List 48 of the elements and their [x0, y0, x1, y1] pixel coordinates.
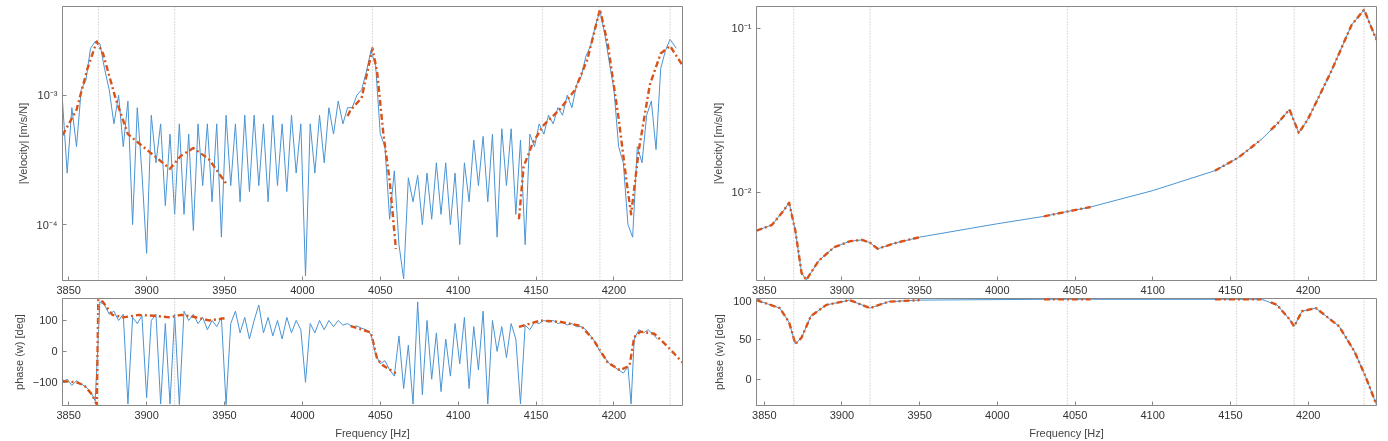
- x-tick-label: 4100: [1140, 283, 1165, 296]
- x-tick-label: 4100: [1140, 408, 1165, 421]
- x-tick-label: 3900: [829, 408, 855, 421]
- y-axis-title: phase (w) [deg]: [12, 314, 25, 390]
- x-tick-label: 4200: [601, 283, 627, 296]
- x-axis-title: Frequency [Hz]: [1029, 426, 1104, 439]
- x-axis-title: Frequency [Hz]: [335, 426, 410, 439]
- x-tick-label: 3950: [907, 408, 932, 421]
- x-tick-label: 4200: [1295, 408, 1321, 421]
- x-tick-label: 4150: [523, 283, 549, 296]
- x-tick-label: 3850: [752, 283, 777, 296]
- x-tick-label: 4000: [985, 408, 1010, 421]
- y-tick-label: 10⁻²: [731, 186, 752, 199]
- x-tick-label: 4150: [523, 408, 549, 421]
- x-tick-label: 3900: [829, 283, 855, 296]
- x-tick-label: 4200: [1295, 283, 1321, 296]
- y-axis-title: |Velocity| [m/s/N]: [711, 102, 724, 185]
- x-tick-label: 4050: [1062, 283, 1088, 296]
- x-tick-label: 4050: [368, 408, 393, 421]
- x-tick-label: 4050: [368, 283, 393, 296]
- y-tick-label: 10⁻³: [37, 89, 58, 102]
- y-tick-label: 100: [39, 314, 58, 327]
- x-tick-label: 4000: [290, 408, 315, 421]
- x-tick-label: 4150: [1218, 408, 1243, 421]
- x-tick-label: 3900: [134, 283, 159, 296]
- x-tick-label: 4100: [445, 408, 471, 421]
- y-axis-title: |Velocity| [m/s/N]: [16, 102, 29, 185]
- x-tick-label: 4000: [985, 283, 1010, 296]
- x-tick-label: 3900: [134, 408, 159, 421]
- y-tick-label: 10⁻⁴: [36, 218, 58, 231]
- x-tick-label: 3950: [212, 408, 237, 421]
- x-tick-label: 4200: [601, 408, 627, 421]
- x-tick-label: 4050: [1062, 408, 1088, 421]
- y-tick-label: 100: [733, 294, 752, 307]
- y-tick-label: 0: [51, 345, 58, 358]
- x-tick-label: 3850: [56, 408, 81, 421]
- x-tick-label: 3850: [752, 408, 777, 421]
- x-tick-label: 4000: [290, 283, 315, 296]
- x-tick-label: 3950: [907, 283, 932, 296]
- y-tick-label: 0: [745, 373, 752, 386]
- y-tick-label: 50: [739, 333, 752, 346]
- y-axis-title: phase (w) [deg]: [713, 314, 726, 390]
- x-tick-label: 3950: [212, 283, 237, 296]
- x-tick-label: 4100: [445, 283, 471, 296]
- x-tick-label: 3850: [56, 283, 81, 296]
- x-tick-label: 4150: [1218, 283, 1243, 296]
- y-tick-label: 10⁻¹: [731, 22, 752, 35]
- y-tick-label: −100: [32, 376, 58, 389]
